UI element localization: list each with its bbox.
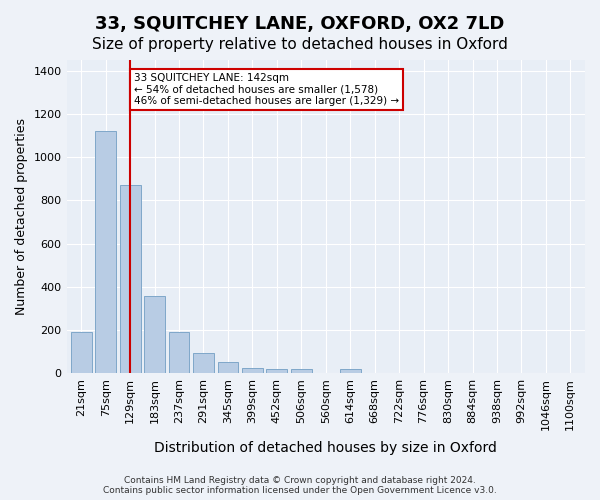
Text: Size of property relative to detached houses in Oxford: Size of property relative to detached ho… [92,38,508,52]
Text: Contains HM Land Registry data © Crown copyright and database right 2024.
Contai: Contains HM Land Registry data © Crown c… [103,476,497,495]
Bar [169,332,190,373]
Bar [71,332,92,373]
Bar [120,186,140,373]
Bar [218,362,238,373]
Bar [193,352,214,373]
Bar [266,369,287,373]
Bar [291,369,312,373]
X-axis label: Distribution of detached houses by size in Oxford: Distribution of detached houses by size … [154,441,497,455]
Bar [95,132,116,373]
Y-axis label: Number of detached properties: Number of detached properties [15,118,28,315]
Text: 33 SQUITCHEY LANE: 142sqm
← 54% of detached houses are smaller (1,578)
46% of se: 33 SQUITCHEY LANE: 142sqm ← 54% of detac… [134,73,399,106]
Bar [340,369,361,373]
Text: 33, SQUITCHEY LANE, OXFORD, OX2 7LD: 33, SQUITCHEY LANE, OXFORD, OX2 7LD [95,15,505,33]
Bar [242,368,263,373]
Bar [144,296,165,373]
